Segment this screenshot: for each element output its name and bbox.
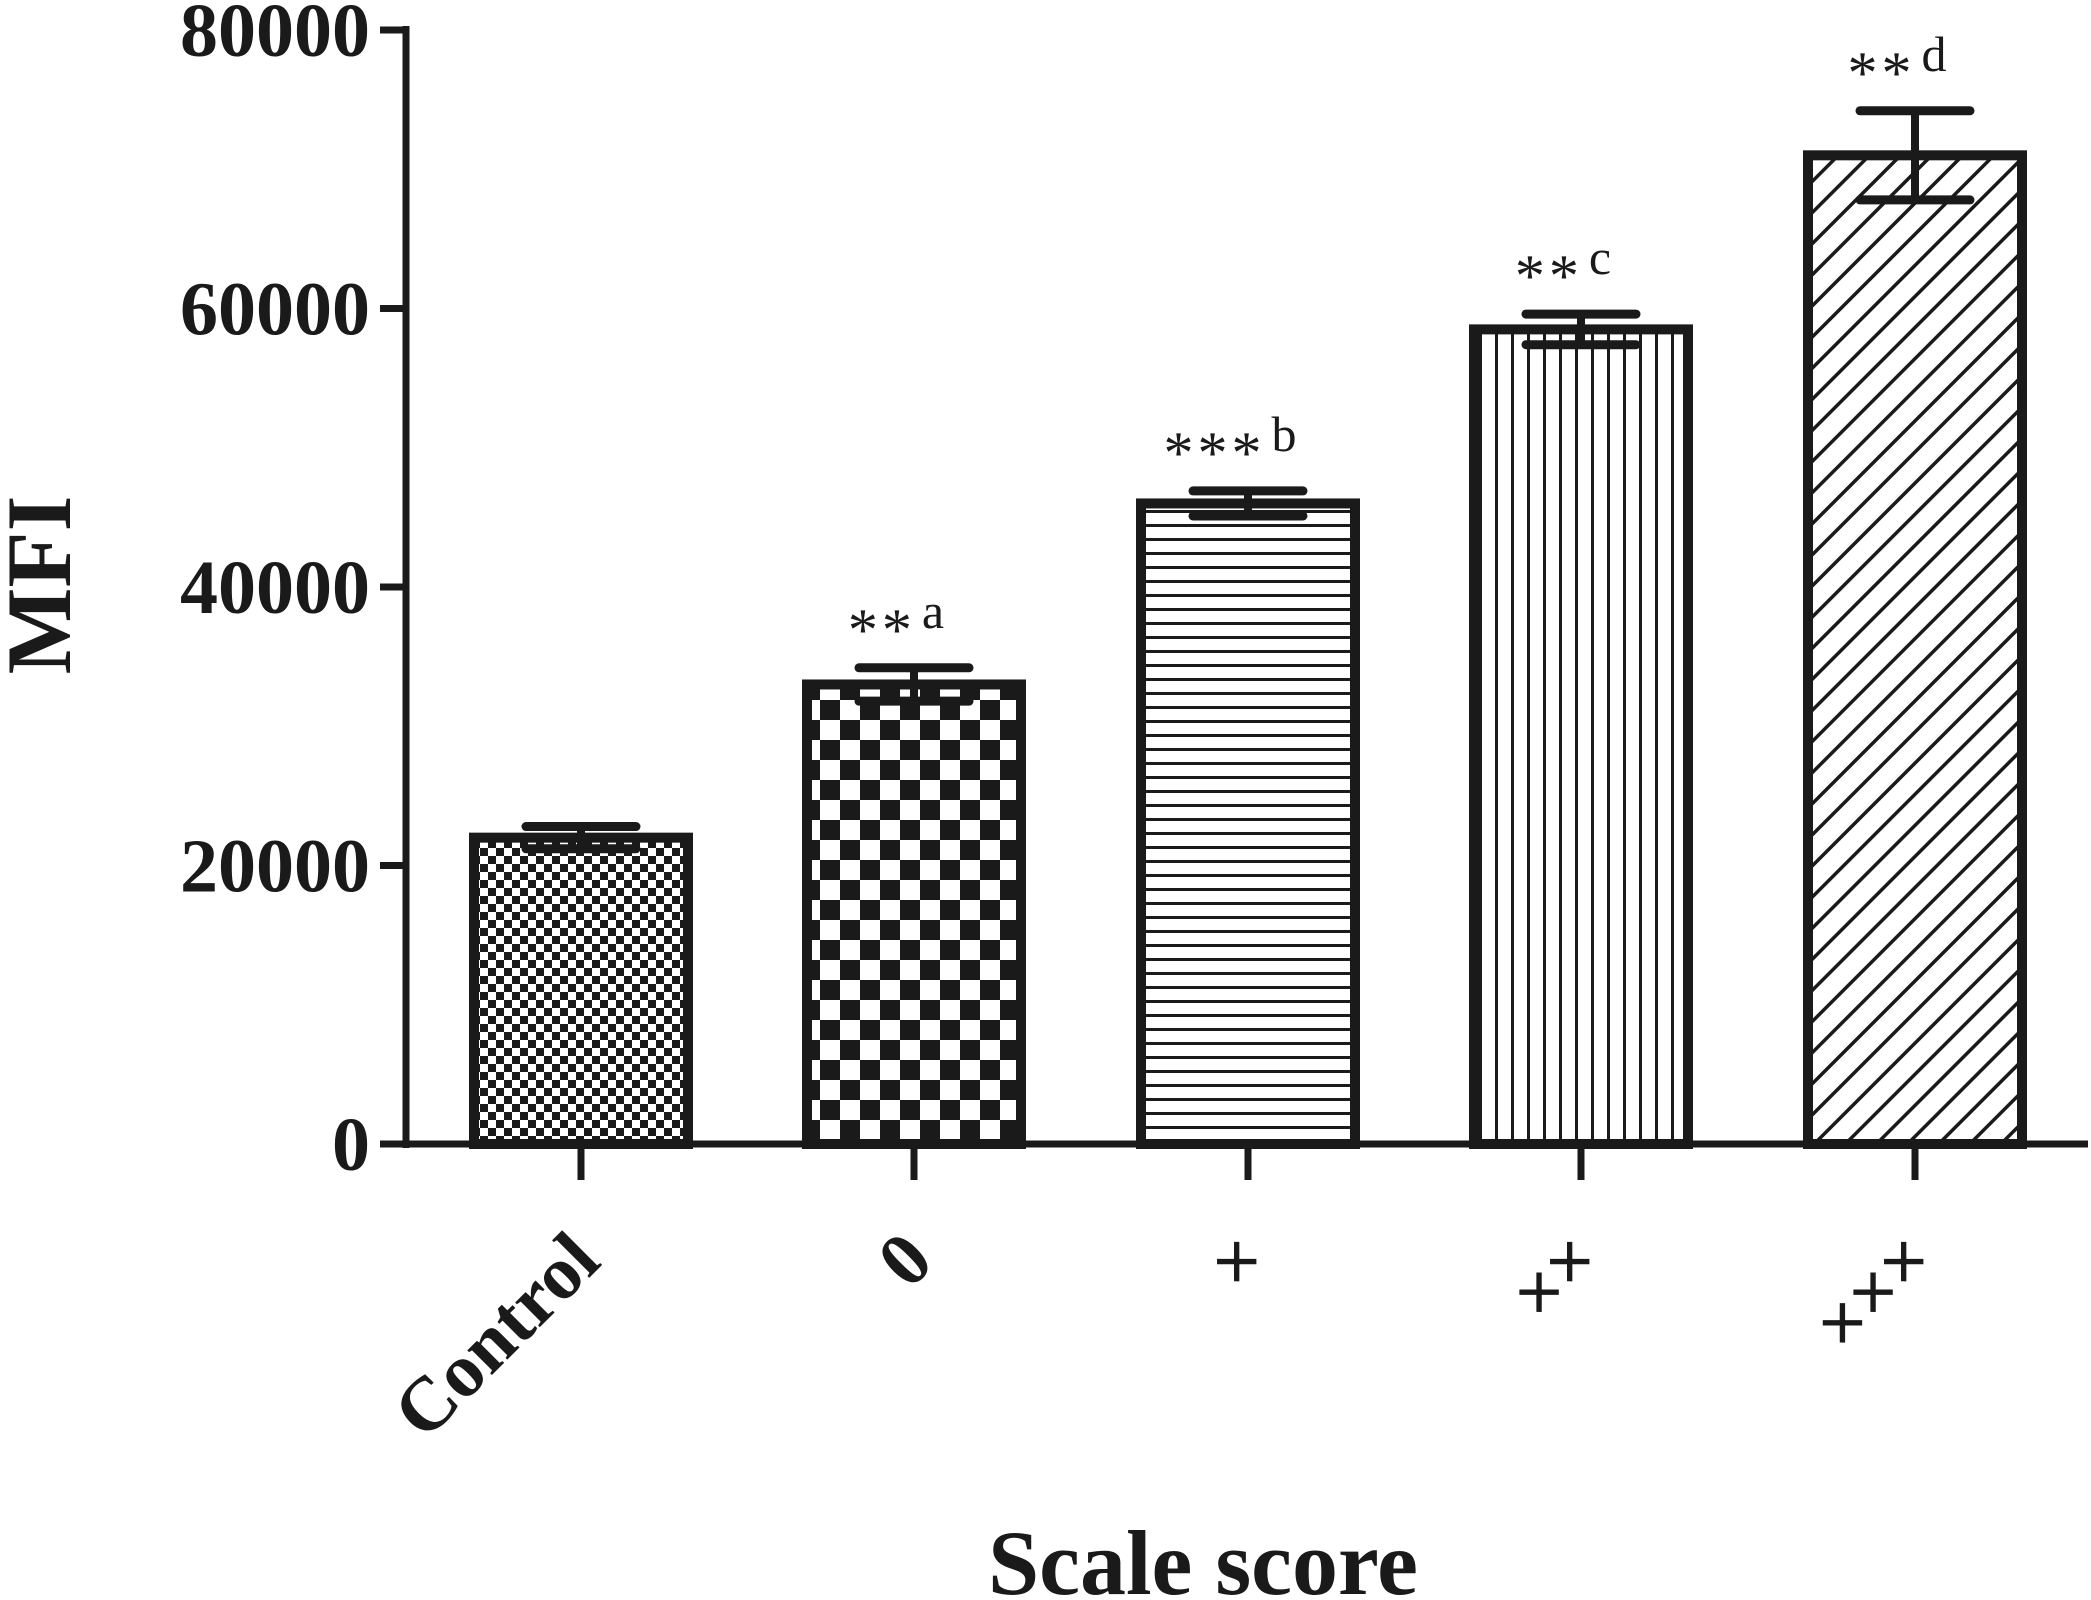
y-tick-label: 20000 — [180, 825, 370, 909]
y-axis-title: MFI — [0, 496, 90, 675]
x-tick-label: × — [1192, 1217, 1282, 1307]
x-tick-label: 0 — [862, 1217, 948, 1303]
x-tick-label: Control — [377, 1217, 615, 1455]
significance-label: *** b — [1164, 406, 1297, 486]
significance-label: ** c — [1515, 229, 1611, 309]
y-tick-label: 60000 — [180, 268, 370, 352]
y-tick-label: 40000 — [180, 546, 370, 630]
x-tick-label: ×× — [1494, 1217, 1615, 1338]
bar — [1136, 498, 1360, 1149]
y-tick-label: 80000 — [180, 0, 370, 73]
x-tick-label: ××× — [1798, 1217, 1949, 1368]
y-tick-label: 0 — [332, 1103, 370, 1187]
bar — [1469, 324, 1693, 1149]
y-axis-ticks: 0 20000 40000 60000 80000 — [180, 0, 406, 1187]
error-bar — [1188, 486, 1308, 521]
x-axis-ticks: Control 0 × ×× ××× — [377, 1144, 1949, 1454]
significance-label: ** a — [848, 583, 944, 663]
significance-label: ** d — [1848, 26, 1947, 106]
x-axis-title: Scale score — [988, 1512, 1418, 1600]
error-bar — [854, 663, 974, 706]
bar — [469, 832, 693, 1150]
error-bar — [1855, 106, 1975, 205]
bars: ** a *** b ** c ** d — [469, 26, 2027, 1150]
error-bar — [521, 822, 641, 854]
bar — [802, 679, 1026, 1149]
error-bar — [1521, 309, 1641, 350]
bar — [1803, 150, 2027, 1149]
